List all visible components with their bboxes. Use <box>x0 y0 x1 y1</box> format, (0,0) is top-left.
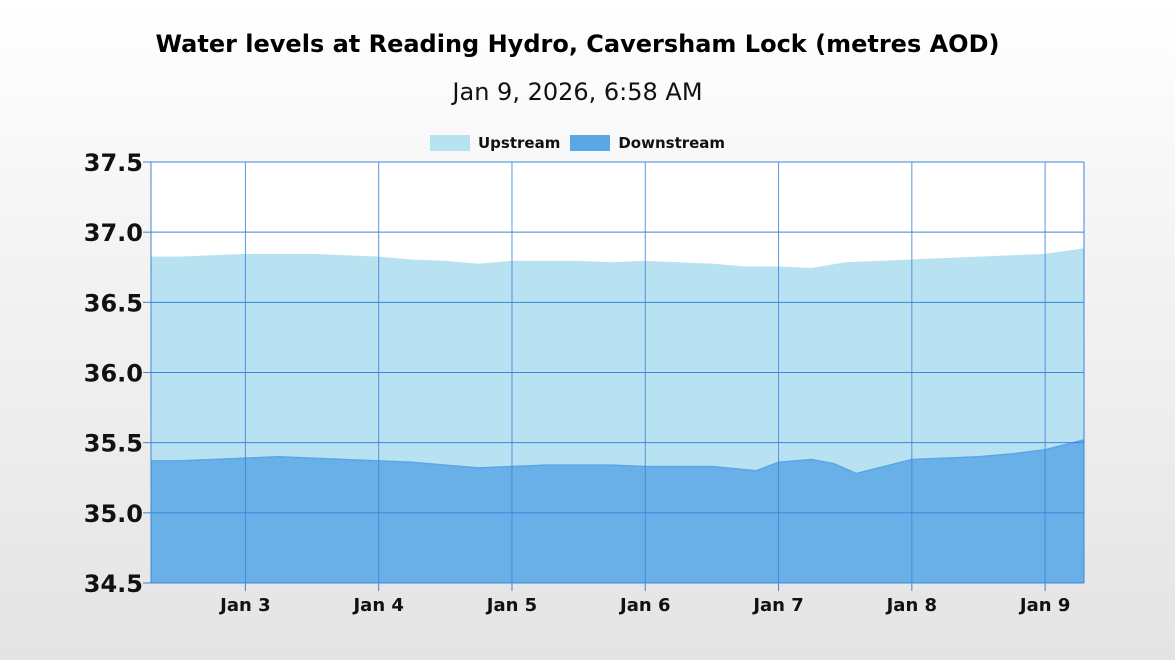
series-line-downstream <box>151 439 1085 475</box>
x-tick-label: Jan 9 <box>1018 595 1070 616</box>
legend: Upstream Downstream <box>430 134 735 152</box>
y-tick-label: 35.5 <box>84 430 143 458</box>
y-tick-label: 36.0 <box>84 360 143 388</box>
y-tick-label: 36.5 <box>84 289 143 317</box>
series-line-upstream <box>151 248 1085 270</box>
series-area-downstream <box>151 439 1084 583</box>
y-tick-label: 35.0 <box>84 500 143 528</box>
legend-label-upstream: Upstream <box>478 134 561 152</box>
legend-swatch-downstream <box>570 135 611 151</box>
legend-item-downstream[interactable]: Downstream <box>570 134 725 152</box>
x-tick-label: Jan 3 <box>218 595 270 616</box>
chart-subtitle: Jan 9, 2026, 6:58 AM <box>452 78 703 106</box>
x-tick-label: Jan 7 <box>751 595 803 616</box>
y-tick-label: 37.5 <box>84 149 143 177</box>
x-tick-label: Jan 4 <box>351 595 403 616</box>
y-tick-label: 34.5 <box>84 570 143 598</box>
chart-title: Water levels at Reading Hydro, Caversham… <box>155 30 1000 58</box>
y-tick-label: 37.0 <box>84 219 143 247</box>
legend-item-upstream[interactable]: Upstream <box>430 134 560 152</box>
x-tick-label: Jan 6 <box>618 595 670 616</box>
x-tick-label: Jan 8 <box>885 595 937 616</box>
x-tick-label: Jan 5 <box>485 595 537 616</box>
legend-swatch-upstream <box>430 135 470 151</box>
legend-label-downstream: Downstream <box>618 134 726 152</box>
